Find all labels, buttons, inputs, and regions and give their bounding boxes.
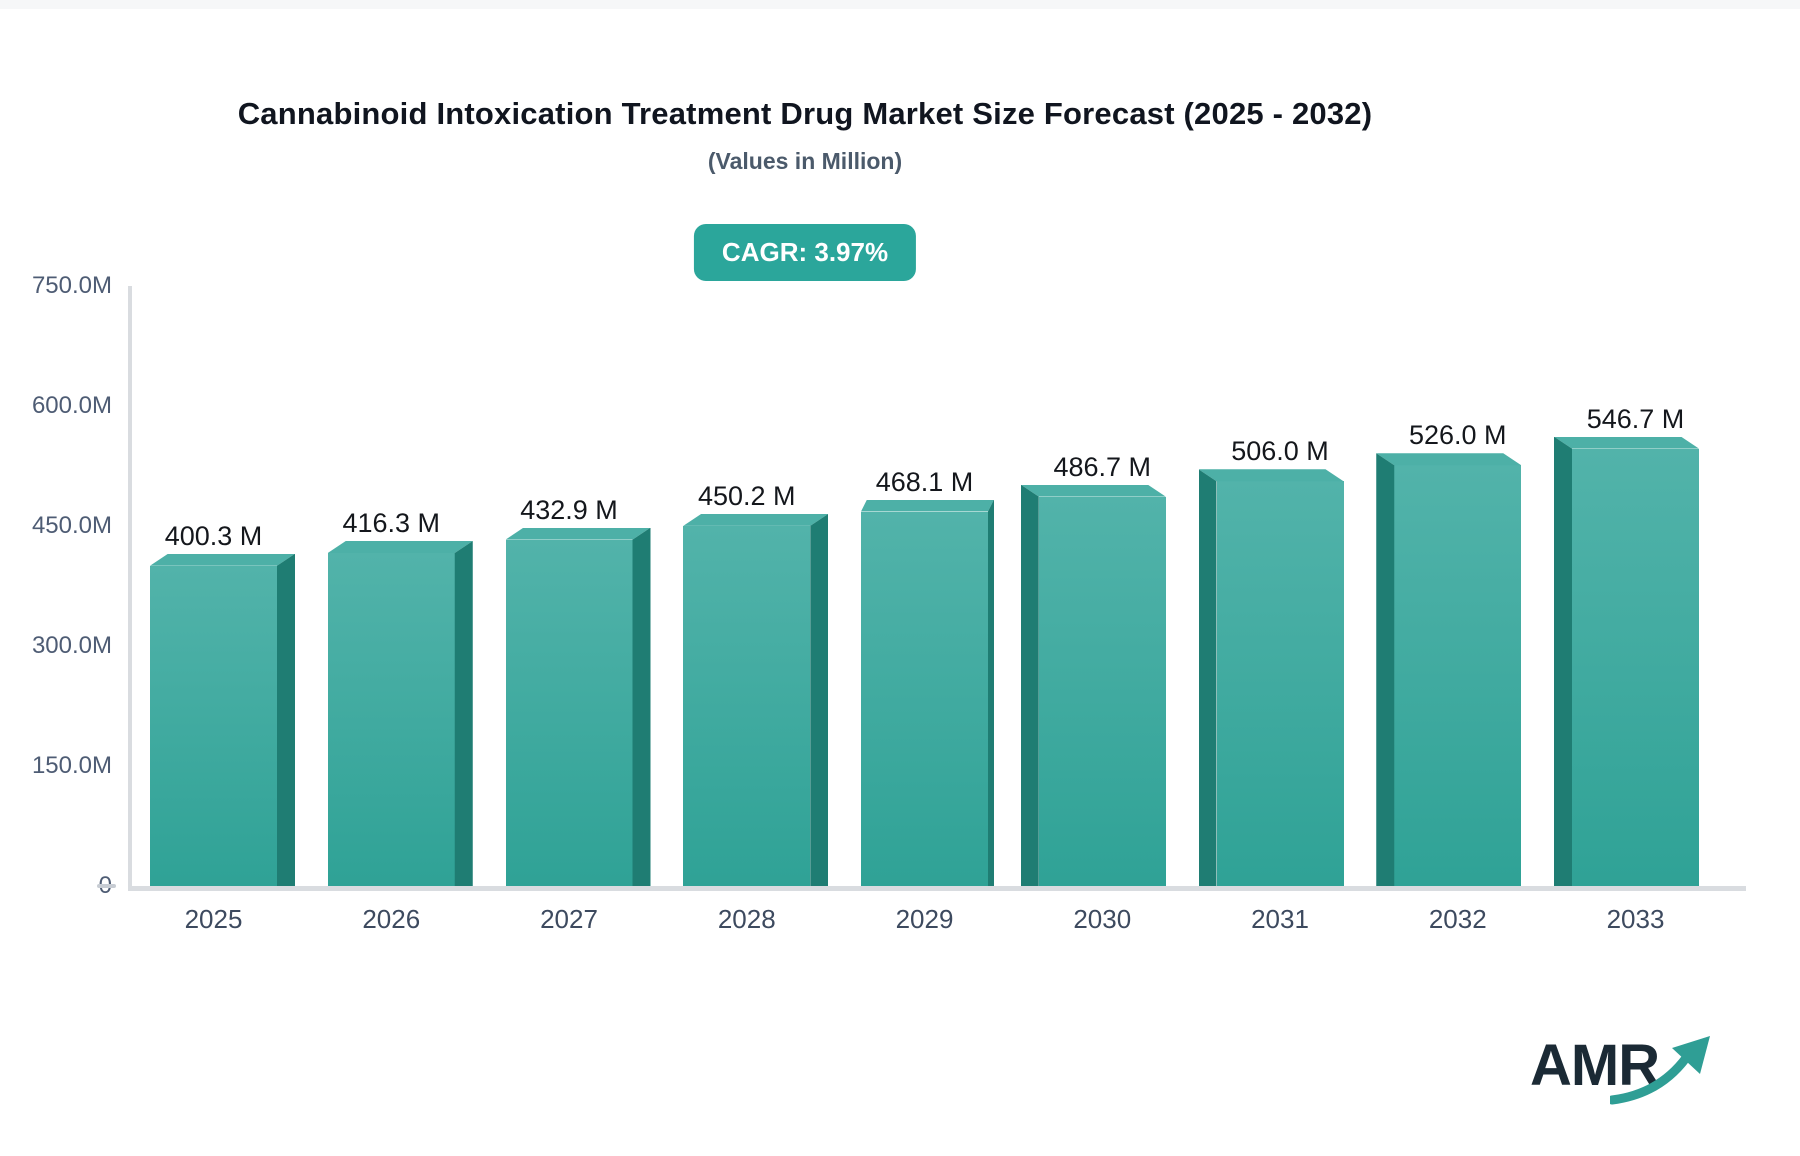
x-tick-label: 2028 [717, 904, 776, 934]
bar-value-label: 526.0 M [1408, 420, 1507, 451]
y-tick-label: 600.0M [31, 392, 112, 419]
bar-side-face [810, 513, 829, 886]
bar-side-face [454, 540, 473, 886]
y-tick-label: 300.0M [31, 632, 112, 659]
y-tick-dash [97, 884, 116, 888]
bar-top-face [683, 513, 829, 526]
y-tick-label: 450.0M [31, 512, 112, 539]
bar-top-face [150, 553, 295, 566]
bar-front-face [1216, 481, 1344, 886]
x-axis-line [128, 886, 1746, 891]
bar-top-face [1020, 484, 1166, 497]
bar-2033 [1554, 436, 1699, 886]
x-tick-label: 2025 [184, 904, 243, 934]
bar-top-face [1376, 453, 1522, 466]
bar-value-label: 400.3 M [164, 520, 263, 551]
bar-side-face [988, 499, 994, 886]
y-tick-label: 0 [0, 872, 112, 900]
bar-top-face [861, 499, 994, 512]
bar-2029 [861, 499, 994, 886]
bar-side-face [1554, 436, 1572, 886]
x-tick-label: 2033 [1606, 904, 1665, 934]
top-border-strip [0, 0, 1800, 9]
bar-side-face [277, 553, 295, 886]
x-tick-label: 2027 [540, 904, 598, 934]
bar-front-face [327, 552, 455, 886]
bar-side-face [632, 527, 651, 886]
bar-2026 [327, 540, 473, 886]
bar-side-face [1376, 453, 1395, 886]
x-tick-label: 2030 [1073, 904, 1132, 934]
bar-top-face [327, 540, 473, 553]
x-tick-label: 2032 [1428, 904, 1487, 934]
bar-2027 [505, 527, 651, 886]
bar-2030 [1020, 484, 1166, 886]
bar-2031 [1198, 469, 1344, 886]
bar-front-face [1038, 496, 1166, 886]
logo-text: AMR [1530, 1033, 1660, 1098]
bar-value-label: 506.0 M [1231, 436, 1329, 467]
y-tick-label: 750.0M [31, 272, 112, 299]
bar-value-label: 416.3 M [342, 507, 441, 538]
bar-top-face [505, 527, 651, 540]
x-tick-label: 2029 [895, 904, 954, 934]
bar-2032 [1376, 453, 1522, 886]
bar-value-label: 450.2 M [697, 480, 796, 511]
bar-top-face [1198, 469, 1344, 482]
bar-value-label: 486.7 M [1053, 451, 1152, 482]
bar-value-label: 432.9 M [520, 494, 618, 525]
growth-arrow-icon [1610, 1036, 1710, 1105]
chart-title: Cannabinoid Intoxication Treatment Drug … [237, 96, 1373, 131]
bar-front-face [683, 525, 811, 886]
bar-top-face [1554, 436, 1699, 449]
bar-side-face [1020, 484, 1039, 886]
bar-2028 [683, 513, 829, 886]
bar-2025 [150, 553, 295, 886]
x-tick-label: 2031 [1251, 904, 1309, 934]
logo: AMR [1530, 1032, 1730, 1112]
bar-front-face [505, 539, 633, 886]
bar-front-face [861, 511, 988, 886]
chart-subtitle: (Values in Million) [707, 148, 903, 174]
bar-value-label: 546.7 M [1586, 403, 1685, 434]
cagr-badge: CAGR: 3.97% [693, 224, 917, 281]
y-tick-label: 150.0M [31, 752, 112, 779]
x-tick-label: 2026 [362, 904, 421, 934]
bar-front-face [1394, 465, 1522, 886]
bar-side-face [1198, 469, 1217, 886]
y-axis-line [128, 286, 132, 890]
bar-front-face [1572, 448, 1699, 886]
bar-front-face [150, 565, 277, 886]
bar-value-label: 468.1 M [875, 466, 974, 497]
